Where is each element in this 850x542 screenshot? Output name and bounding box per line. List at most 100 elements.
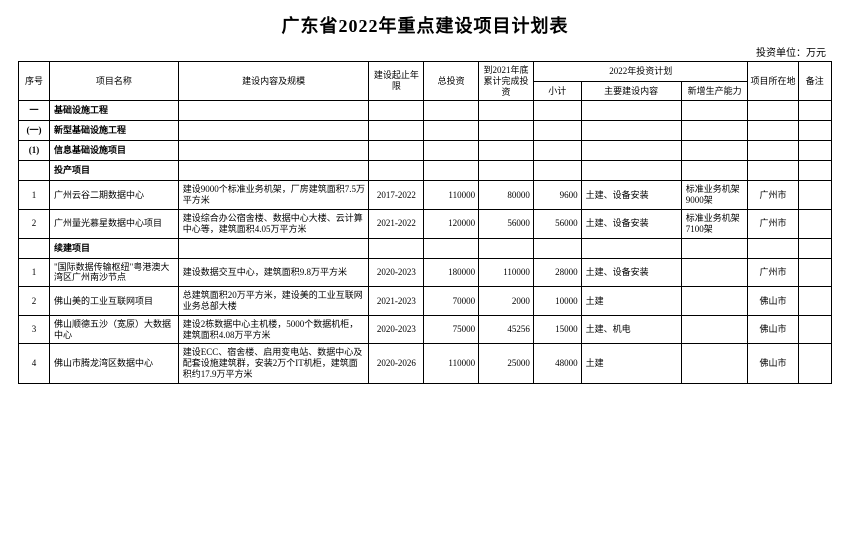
section-row: 续建项目 — [19, 238, 832, 258]
row-period: 2021-2023 — [369, 287, 424, 316]
row-period: 2021-2022 — [369, 209, 424, 238]
section-empty — [369, 121, 424, 141]
row-period: 2020-2023 — [369, 315, 424, 344]
row-sub: 10000 — [533, 287, 581, 316]
table-header: 序号 项目名称 建设内容及规模 建设起止年限 总投资 到2021年底累计完成投资… — [19, 62, 832, 101]
hdr-total: 总投资 — [424, 62, 479, 101]
row-name: 佛山顺德五沙（宽原）大数据中心 — [49, 315, 178, 344]
table-body: 一基础设施工程(一)新型基础设施工程(1)信息基础设施项目投产项目1广州云谷二期… — [19, 101, 832, 383]
section-empty — [533, 238, 581, 258]
row-sub: 28000 — [533, 258, 581, 287]
row-idx: 1 — [19, 181, 50, 210]
row-plan: 土建、设备安装 — [581, 209, 681, 238]
row-period: 2020-2023 — [369, 258, 424, 287]
section-empty — [581, 141, 681, 161]
row-idx: 4 — [19, 344, 50, 383]
row-total: 110000 — [424, 344, 479, 383]
section-empty — [369, 238, 424, 258]
row-total: 180000 — [424, 258, 479, 287]
section-empty — [424, 121, 479, 141]
section-empty — [178, 101, 369, 121]
row-plan: 土建、机电 — [581, 315, 681, 344]
hdr-main: 主要建设内容 — [581, 81, 681, 101]
row-total: 70000 — [424, 287, 479, 316]
row-name: 广州量光慕星数据中心项目 — [49, 209, 178, 238]
section-label: 新型基础设施工程 — [49, 121, 178, 141]
row-note — [798, 344, 831, 383]
section-empty — [581, 101, 681, 121]
row-note — [798, 315, 831, 344]
row-note — [798, 209, 831, 238]
row-loc: 广州市 — [748, 181, 798, 210]
plan-table: 序号 项目名称 建设内容及规模 建设起止年限 总投资 到2021年底累计完成投资… — [18, 61, 832, 384]
row-done: 2000 — [479, 287, 534, 316]
row-cap: 标准业务机架7100架 — [681, 209, 748, 238]
row-sub: 48000 — [533, 344, 581, 383]
row-done: 110000 — [479, 258, 534, 287]
row-note — [798, 181, 831, 210]
section-idx — [19, 161, 50, 181]
row-note — [798, 287, 831, 316]
section-empty — [748, 101, 798, 121]
row-sub: 56000 — [533, 209, 581, 238]
row-desc: 建设综合办公宿舍楼、数据中心大楼、云计算中心等，建筑面积4.05万平方米 — [178, 209, 369, 238]
section-empty — [424, 161, 479, 181]
table-row: 1广州云谷二期数据中心建设9000个标准业务机架，厂房建筑面积7.5万平方米20… — [19, 181, 832, 210]
section-empty — [479, 141, 534, 161]
section-empty — [748, 121, 798, 141]
section-label: 投产项目 — [49, 161, 178, 181]
row-desc: 建设ECC、宿舍楼、启用变电站、数据中心及配套设施建筑群，安装2万个IT机柜，建… — [178, 344, 369, 383]
row-period: 2020-2026 — [369, 344, 424, 383]
section-idx: 一 — [19, 101, 50, 121]
row-total: 75000 — [424, 315, 479, 344]
table-row: 1"国际数据传输枢纽"粤港澳大湾区广州南沙节点建设数据交互中心，建筑面积9.8万… — [19, 258, 832, 287]
section-empty — [798, 101, 831, 121]
row-cap — [681, 258, 748, 287]
hdr-seq: 序号 — [19, 62, 50, 101]
section-empty — [581, 161, 681, 181]
row-period: 2017-2022 — [369, 181, 424, 210]
section-label: 基础设施工程 — [49, 101, 178, 121]
row-done: 80000 — [479, 181, 534, 210]
section-empty — [369, 141, 424, 161]
section-idx: (一) — [19, 121, 50, 141]
section-idx — [19, 238, 50, 258]
section-empty — [178, 141, 369, 161]
row-note — [798, 258, 831, 287]
row-done: 45256 — [479, 315, 534, 344]
section-empty — [178, 121, 369, 141]
section-empty — [681, 238, 748, 258]
row-name: 广州云谷二期数据中心 — [49, 181, 178, 210]
table-row: 2广州量光慕星数据中心项目建设综合办公宿舍楼、数据中心大楼、云计算中心等，建筑面… — [19, 209, 832, 238]
row-total: 110000 — [424, 181, 479, 210]
hdr-plan2022: 2022年投资计划 — [533, 62, 748, 82]
hdr-cap: 新增生产能力 — [681, 81, 748, 101]
row-idx: 3 — [19, 315, 50, 344]
row-loc: 广州市 — [748, 258, 798, 287]
section-empty — [681, 141, 748, 161]
hdr-subtotal: 小计 — [533, 81, 581, 101]
section-label: 信息基础设施项目 — [49, 141, 178, 161]
section-empty — [798, 141, 831, 161]
section-empty — [424, 238, 479, 258]
table-row: 4佛山市腾龙湾区数据中心建设ECC、宿舍楼、启用变电站、数据中心及配套设施建筑群… — [19, 344, 832, 383]
section-empty — [581, 238, 681, 258]
row-idx: 2 — [19, 287, 50, 316]
row-desc: 建设数据交互中心，建筑面积9.8万平方米 — [178, 258, 369, 287]
row-desc: 总建筑面积20万平方米，建设美的工业互联网业务总部大楼 — [178, 287, 369, 316]
row-loc: 广州市 — [748, 209, 798, 238]
table-row: 2佛山美的工业互联网项目总建筑面积20万平方米，建设美的工业互联网业务总部大楼2… — [19, 287, 832, 316]
hdr-loc: 项目所在地 — [748, 62, 798, 101]
row-plan: 土建 — [581, 344, 681, 383]
section-empty — [798, 121, 831, 141]
section-empty — [479, 238, 534, 258]
section-label: 续建项目 — [49, 238, 178, 258]
row-desc: 建设9000个标准业务机架，厂房建筑面积7.5万平方米 — [178, 181, 369, 210]
row-cap — [681, 315, 748, 344]
row-done: 56000 — [479, 209, 534, 238]
row-plan: 土建 — [581, 287, 681, 316]
section-empty — [581, 121, 681, 141]
row-name: 佛山美的工业互联网项目 — [49, 287, 178, 316]
row-plan: 土建、设备安装 — [581, 181, 681, 210]
row-loc: 佛山市 — [748, 287, 798, 316]
